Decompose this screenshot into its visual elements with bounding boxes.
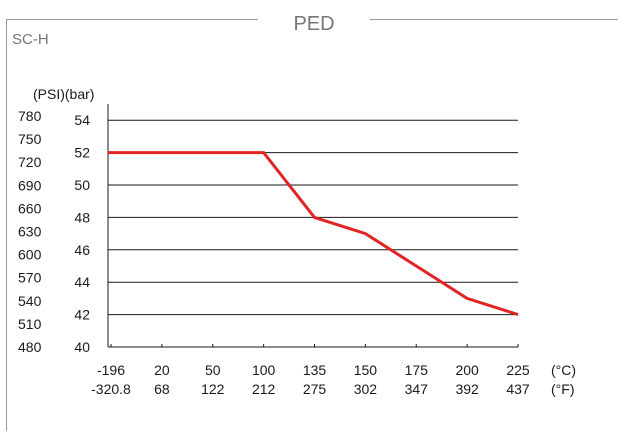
panel-title: PED [293, 13, 334, 35]
x-fahrenheit-tick-label: 437 [506, 381, 530, 397]
series-line-0 [108, 151, 519, 317]
x-celsius-tick-label: 100 [252, 362, 276, 378]
y-bar-tick-label: 54 [74, 112, 90, 128]
x-fahrenheit-tick-label: 122 [201, 381, 225, 397]
x-fahrenheit-tick-label: -320.8 [91, 381, 131, 397]
x-fahrenheit-tick-label: 392 [455, 381, 479, 397]
y-psi-tick-label: 510 [18, 316, 42, 332]
x-celsius-tick-label: 150 [354, 362, 378, 378]
y-bar-tick-label: 52 [74, 145, 90, 161]
y-bar-tick-label: 42 [74, 307, 90, 323]
y-bar-tick-label: 44 [74, 274, 90, 290]
panel-subtitle: SC-H [12, 31, 49, 48]
x-celsius-tick-label: 50 [205, 362, 221, 378]
y-psi-tick-label: 480 [18, 339, 42, 355]
x-axis-celsius-unit: (°C) [551, 362, 576, 378]
y-psi-tick-label: 690 [18, 177, 42, 193]
y-bar-tick-label: 40 [74, 339, 90, 355]
x-celsius-tick-label: 20 [154, 362, 170, 378]
y-psi-tick-label: 780 [18, 108, 42, 124]
x-celsius-tick-label: 200 [455, 362, 479, 378]
series-group [107, 151, 519, 317]
x-fahrenheit-tick-label: 347 [405, 381, 429, 397]
y-bar-tick-label: 48 [74, 209, 90, 225]
y-psi-tick-label: 750 [18, 131, 42, 147]
panel-frame [6, 19, 618, 431]
x-celsius-tick-label: 175 [405, 362, 429, 378]
x-fahrenheit-tick-label: 68 [154, 381, 170, 397]
x-celsius-tick-label: 225 [506, 362, 530, 378]
x-axis-fahrenheit-labels: -320.8 68 122 212 275 302 347 392 437 [91, 381, 530, 397]
x-celsius-tick-label: -196 [97, 362, 125, 378]
y-psi-tick-label: 600 [18, 247, 42, 263]
y-bar-tick-label: 46 [74, 242, 90, 258]
y-axis-psi-labels: 780 750 720 690 660 630 600 570 540 510 480 [18, 108, 42, 355]
y-psi-tick-label: 630 [18, 224, 42, 240]
y-axis-bar-labels: 54 52 50 48 46 44 42 40 [74, 112, 90, 355]
y-psi-tick-label: 720 [18, 154, 42, 170]
x-axis-celsius-labels: -196 20 50 100 135 150 175 200 225 [97, 362, 530, 378]
x-celsius-tick-label: 135 [303, 362, 327, 378]
y-psi-tick-label: 540 [18, 293, 42, 309]
x-axis-fahrenheit-unit: (°F) [551, 381, 574, 397]
x-axis-ticks [110, 344, 519, 347]
x-fahrenheit-tick-label: 212 [252, 381, 276, 397]
x-fahrenheit-tick-label: 302 [354, 381, 378, 397]
y-psi-tick-label: 570 [18, 270, 42, 286]
x-fahrenheit-tick-label: 275 [303, 381, 327, 397]
y-bar-tick-label: 50 [74, 177, 90, 193]
y-axis-units-label: (PSI)(bar) [33, 86, 94, 102]
y-psi-tick-label: 660 [18, 200, 42, 216]
